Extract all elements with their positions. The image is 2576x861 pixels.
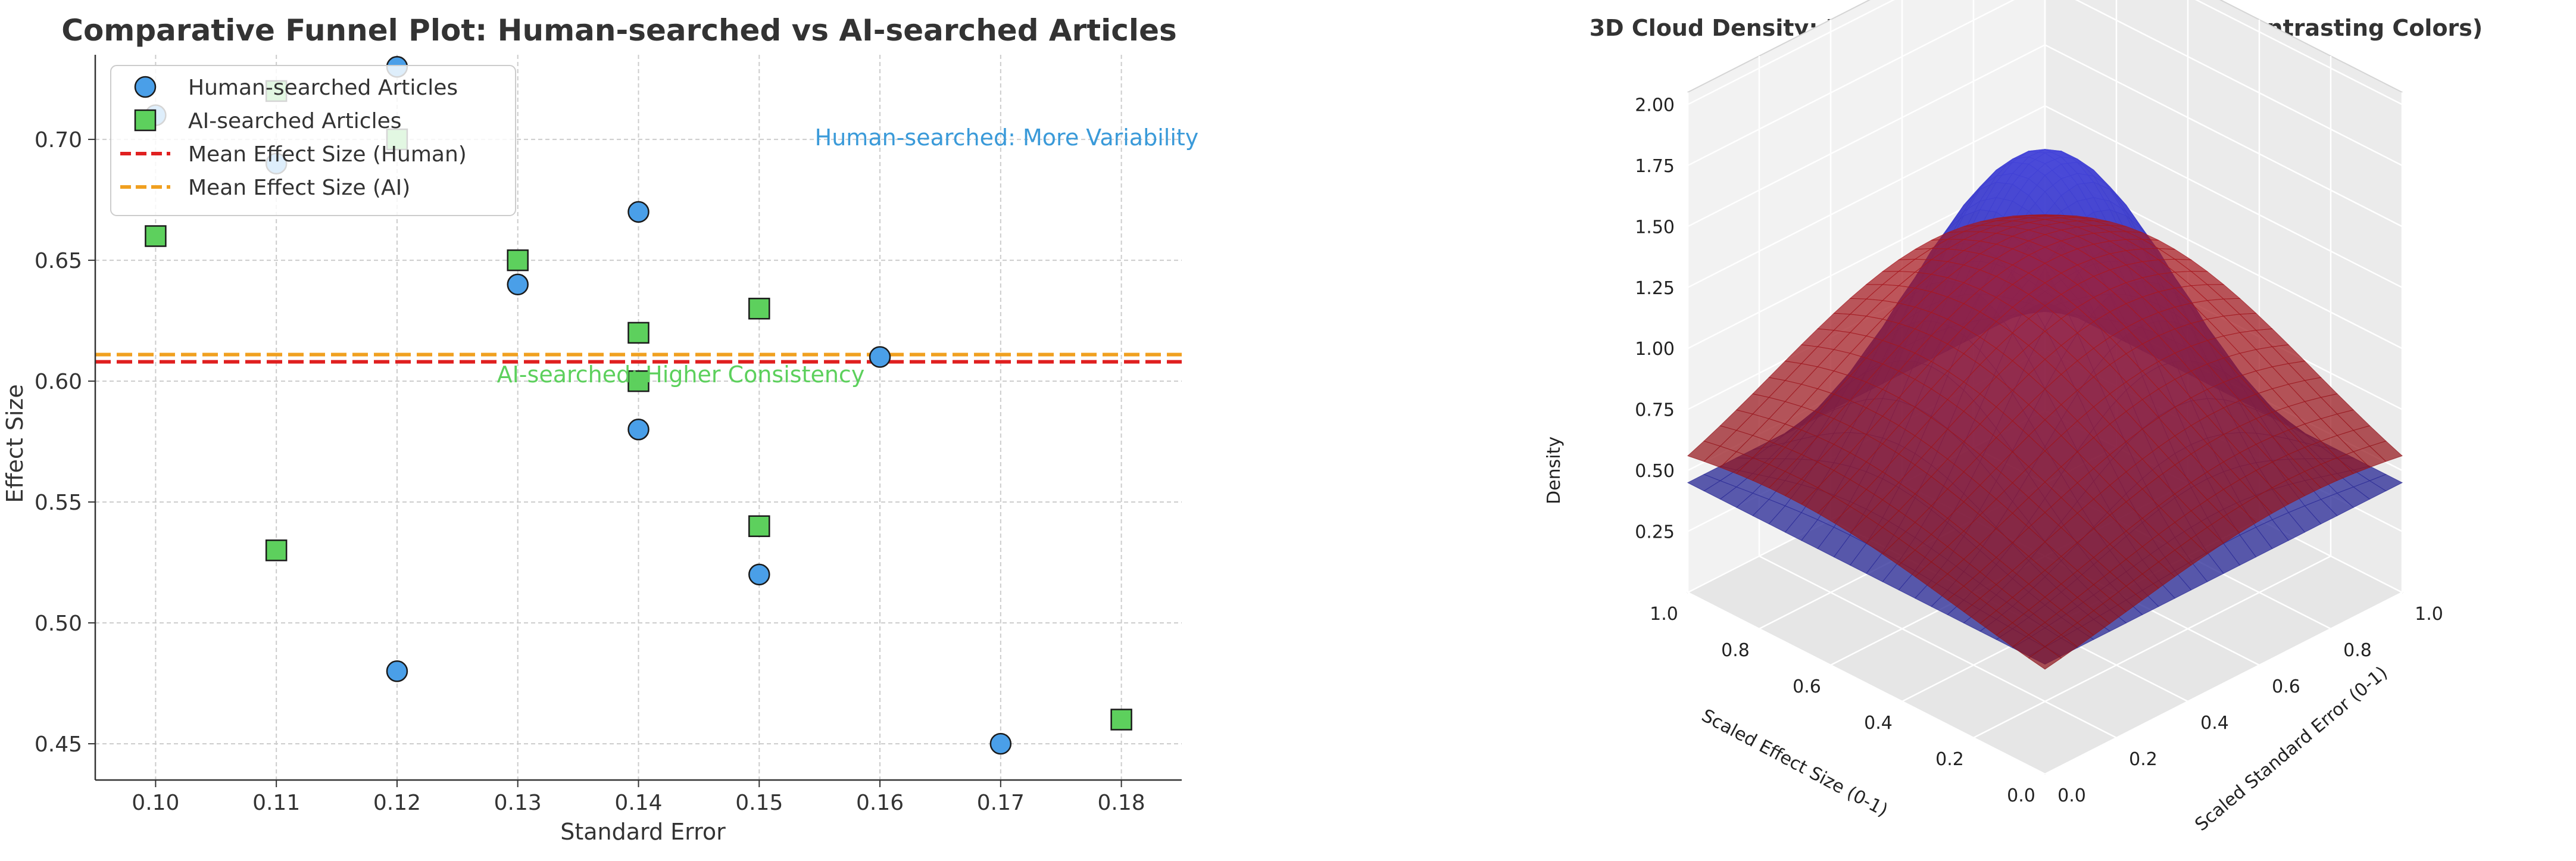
ai-point: [627, 370, 650, 392]
z-tick-label: 1.75: [1635, 156, 1675, 177]
y-tick-label: 0.60: [35, 370, 82, 394]
surface-z-axis-label: Density: [1544, 436, 1565, 504]
legend-label: Mean Effect Size (AI): [188, 176, 410, 200]
x-tick-label: 0.12: [373, 791, 421, 815]
legend-box: [110, 65, 516, 216]
funnel-y-axis-label: Effect Size: [2, 384, 28, 503]
ai-point: [627, 322, 650, 344]
y-tick-label: 0.65: [35, 249, 82, 273]
y-tick-label: 0.0: [2057, 785, 2086, 806]
z-gridline: [1687, 0, 2403, 167]
ai-point: [507, 249, 529, 272]
legend-swatch-human: [134, 76, 157, 98]
y-tick-label: 0.70: [35, 128, 82, 152]
ai-point: [748, 298, 770, 320]
surface-tick-labels: 0.25 0.50 0.75 1.00 1.25 1.50 1.75 2.00 0.0 0.2 0.…: [1635, 95, 2443, 806]
z-tick-label: 2.00: [1635, 95, 1675, 116]
funnel-plot: Comparative Funnel Plot: Human-searched …: [2, 13, 1198, 845]
surface-meshes: [1687, 149, 2403, 670]
y-gridline: [1687, 92, 2046, 775]
human-point: [748, 563, 770, 586]
z-tick-label: 0.50: [1635, 461, 1675, 482]
human-point: [507, 273, 529, 295]
x-tick-label: 0.6: [1793, 676, 1821, 697]
y-tick-label: 0.55: [35, 491, 82, 515]
x-tick-label: 0.16: [856, 791, 904, 815]
y-tick-label: 1.0: [2415, 604, 2443, 625]
human-point: [386, 660, 408, 682]
y-tick-label: 0.4: [2200, 713, 2229, 734]
ai-point: [748, 515, 770, 537]
x-tick-label: 0.4: [1864, 713, 1893, 734]
funnel-tick-labels: 0.10 0.11 0.12 0.13 0.14 0.15 0.16 0.17 0.18 0.45…: [35, 128, 1145, 815]
y-tick-label: 0.2: [2129, 749, 2157, 770]
y-tick-label: 0.6: [2272, 676, 2300, 697]
human-point: [869, 346, 891, 368]
x-tick-label: 1.0: [1650, 604, 1678, 625]
x-tick-label: 0.0: [2007, 785, 2035, 806]
z-tick-label: 1.00: [1635, 339, 1675, 360]
human-point: [989, 732, 1012, 755]
x-tick-label: 0.10: [132, 791, 179, 815]
x-tick-label: 0.18: [1098, 791, 1145, 815]
y-tick-label: 0.45: [35, 732, 82, 757]
z-tick-label: 0.25: [1635, 522, 1675, 543]
human-point: [627, 201, 650, 223]
y-tick-label: 0.50: [35, 612, 82, 636]
x-tick-label: 0.2: [1935, 749, 1964, 770]
x-tick-label: 0.14: [614, 791, 662, 815]
legend-label: AI-searched Articles: [188, 109, 402, 133]
surface-x-axis-label: Scaled Effect Size (0-1): [1698, 705, 1891, 821]
ai-point: [145, 225, 167, 247]
y-tick-label: 0.8: [2343, 640, 2372, 661]
x-tick-label: 0.13: [494, 791, 542, 815]
legend-swatch-ai: [134, 109, 157, 132]
funnel-legend: Human-searched Articles AI-searched Artic…: [110, 65, 516, 216]
human-point: [627, 419, 650, 441]
funnel-annotations: Human-searched: More Variability AI-searc…: [497, 124, 1199, 388]
y-gridline: [1758, 56, 2117, 739]
x-tick-label: 0.8: [1721, 640, 1750, 661]
legend-label: Human-searched Articles: [188, 76, 458, 100]
z-tick-label: 1.25: [1635, 278, 1675, 299]
z-tick-label: 0.75: [1635, 400, 1675, 421]
x-tick-label: 0.17: [977, 791, 1025, 815]
funnel-x-axis-label: Standard Error: [560, 819, 726, 845]
annotation-text: Human-searched: More Variability: [815, 124, 1199, 151]
annotation-text: AI-searched: Higher Consistency: [497, 361, 865, 388]
z-gridline: [1687, 0, 2403, 105]
funnel-plot-title: Comparative Funnel Plot: Human-searched …: [61, 13, 1177, 48]
funnel-reference-lines: [95, 352, 1182, 364]
ai-density-surface-cell: [2028, 646, 2062, 670]
x-tick-label: 0.15: [735, 791, 783, 815]
x-tick-label: 0.11: [252, 791, 300, 815]
density-surface-plot: 3D Cloud Density: Human vs AI-searched A…: [1544, 0, 2483, 835]
ai-point: [1110, 709, 1132, 731]
ai-point: [265, 539, 288, 561]
legend-label: Mean Effect Size (Human): [188, 142, 467, 167]
z-tick-label: 1.50: [1635, 217, 1675, 238]
